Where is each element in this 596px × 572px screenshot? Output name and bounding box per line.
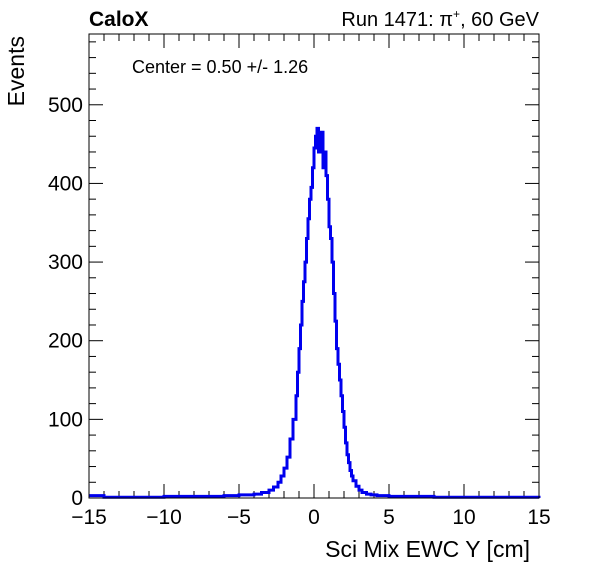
particle-symbol: π xyxy=(439,9,453,31)
y-axis-label: Events xyxy=(3,36,29,106)
histogram-series xyxy=(89,126,541,499)
y-tick-label: 100 xyxy=(48,408,83,431)
run-label: Run 1471: π+, 60 GeV xyxy=(341,7,539,31)
center-annotation: Center = 0.50 +/- 1.26 xyxy=(132,57,308,77)
run-prefix: Run 1471: xyxy=(341,9,439,31)
axis-ticks xyxy=(88,34,540,499)
y-tick-label: 400 xyxy=(48,172,83,195)
x-tick-label: 5 xyxy=(383,506,395,529)
y-tick-label: 200 xyxy=(48,330,83,353)
y-tick-label: 0 xyxy=(71,487,83,510)
x-tick-label: 10 xyxy=(452,506,475,529)
x-tick-label: −5 xyxy=(227,506,251,529)
x-tick-label: 15 xyxy=(527,506,550,529)
brand-label: CaloX xyxy=(89,8,149,31)
particle-charge: + xyxy=(453,7,460,21)
tick-labels: −15 −10 −5 0 5 10 15 0 100 200 300 400 500 xyxy=(48,94,551,529)
x-tick-label: −10 xyxy=(146,506,182,529)
x-tick-label: 0 xyxy=(308,506,320,529)
run-suffix: , 60 GeV xyxy=(460,9,540,31)
y-tick-label: 300 xyxy=(48,251,83,274)
x-axis-label: Sci Mix EWC Y [cm] xyxy=(325,536,530,562)
y-tick-label: 500 xyxy=(48,94,83,117)
x-tick-label: −15 xyxy=(71,506,107,529)
plot-frame xyxy=(88,33,540,499)
